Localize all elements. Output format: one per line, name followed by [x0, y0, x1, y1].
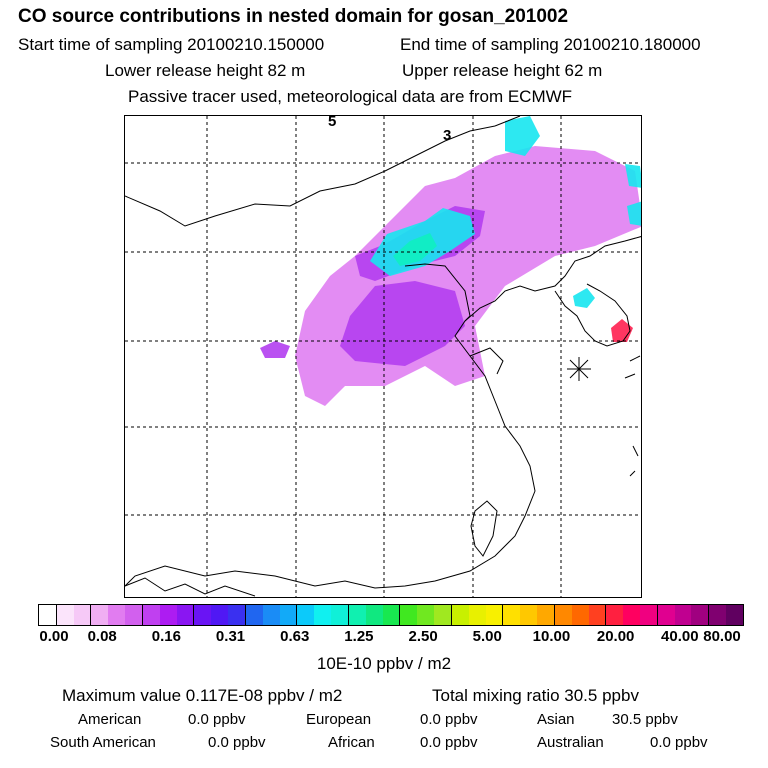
colorbar-tick-label: 0.16 — [151, 628, 181, 645]
colorbar-segment — [691, 605, 710, 625]
source-australian-value: 0.0 ppbv — [650, 734, 708, 751]
colorbar-segment — [314, 605, 332, 625]
coastlines — [125, 116, 641, 597]
plume-korea-north — [573, 288, 595, 308]
colorbar-segment — [142, 605, 160, 625]
source-australian-label: Australian — [537, 734, 604, 751]
source-american-label: American — [78, 711, 142, 728]
contour-label-3: 3 — [443, 127, 451, 144]
colorbar-segment — [382, 605, 401, 625]
receptor-marker-icon — [567, 357, 591, 381]
colorbar-segment — [176, 605, 195, 625]
start-time: Start time of sampling 20100210.150000 — [18, 35, 325, 54]
end-time: End time of sampling 20100210.180000 — [400, 35, 701, 54]
colorbar-segment — [297, 605, 315, 625]
colorbar-segment — [726, 605, 743, 625]
colorbar-tick-label: 5.00 — [472, 628, 502, 645]
colorbar-segment — [417, 605, 435, 625]
colorbar-tick-label: 0.31 — [215, 628, 246, 645]
source-african-value: 0.0 ppbv — [420, 734, 478, 751]
colorbar-segment — [571, 605, 589, 625]
colorbar-segment — [639, 605, 658, 625]
map-canvas: 5 3 — [125, 116, 641, 597]
plume-korea-south — [611, 319, 633, 342]
source-european-value: 0.0 ppbv — [420, 711, 478, 728]
colorbar-segment — [108, 605, 126, 625]
plume-core-inner — [393, 233, 437, 266]
colorbar-segment — [588, 605, 607, 625]
colorbar-segment — [39, 605, 57, 625]
colorbar-segment — [503, 605, 521, 625]
data-source-note: Passive tracer used, meteorological data… — [128, 87, 573, 106]
graticule — [125, 116, 641, 597]
colorbar-segment — [554, 605, 572, 625]
colorbar-tick-label: 40.00 — [661, 628, 699, 645]
colorbar-segment — [262, 605, 280, 625]
colorbar-tick-label: 2.50 — [408, 628, 438, 645]
source-european-label: European — [306, 711, 372, 728]
colorbar-segment — [606, 605, 624, 625]
colorbar-segment — [520, 605, 538, 625]
colorbar-segment — [365, 605, 383, 625]
colorbar-tick-label: 10.00 — [532, 628, 571, 645]
plume-northeast — [505, 116, 641, 226]
colorbar-tick-label: 0.63 — [280, 628, 310, 645]
plume-north-china — [295, 146, 641, 406]
colorbar-segment — [348, 605, 366, 625]
colorbar-segment — [657, 605, 675, 625]
colorbar-segment — [674, 605, 692, 625]
colorbar-segment — [228, 605, 246, 625]
colorbar-segment — [400, 605, 418, 625]
colorbar-tick-label: 1.25 — [344, 628, 374, 645]
figure-title: CO source contributions in nested domain… — [18, 6, 569, 27]
colorbar-segment — [73, 605, 92, 625]
source-south-american-value: 0.0 ppbv — [208, 734, 266, 751]
colorbar-segment — [537, 605, 555, 625]
source-asian-label: Asian — [537, 711, 575, 728]
colorbar-segment — [279, 605, 298, 625]
colorbar-segment — [468, 605, 486, 625]
colorbar-segment — [194, 605, 212, 625]
colorbar-unit: 10E-10 ppbv / m2 — [316, 654, 452, 673]
colorbar-segment — [245, 605, 263, 625]
total-mixing-ratio: Total mixing ratio 30.5 ppbv — [432, 686, 639, 705]
source-american-value: 0.0 ppbv — [188, 711, 246, 728]
colorbar-segment — [331, 605, 349, 625]
colorbar-segment — [91, 605, 109, 625]
maximum-value: Maximum value 0.117E-08 ppbv / m2 — [62, 686, 343, 705]
colorbar-tick-label: 20.00 — [596, 628, 635, 645]
colorbar-segment — [56, 605, 74, 625]
colorbar-segment — [125, 605, 143, 625]
plume-central-purple — [340, 281, 465, 366]
colorbar-segment — [623, 605, 640, 625]
concentration-map: 5 3 — [124, 115, 642, 598]
plume-west-blob — [260, 341, 290, 358]
contour-label-5: 5 — [328, 116, 336, 130]
colorbar-tick-label: 0.00 — [39, 628, 69, 645]
colorbar-segment — [451, 605, 469, 625]
source-asian-value: 30.5 ppbv — [612, 711, 678, 728]
source-african-label: African — [328, 734, 375, 751]
upper-release-height: Upper release height 62 m — [402, 61, 603, 80]
colorbar-tick-label: 80.00 — [703, 628, 741, 645]
plume-field — [260, 116, 641, 406]
colorbar-segment — [211, 605, 229, 625]
colorbar-tick-label: 0.08 — [87, 628, 117, 645]
colorbar-segment — [485, 605, 504, 625]
colorbar-segment — [709, 605, 727, 625]
colorbar-segment — [434, 605, 452, 625]
source-south-american-label: South American — [50, 734, 156, 751]
colorbar-segment — [159, 605, 177, 625]
colorbar — [38, 604, 744, 626]
lower-release-height: Lower release height 82 m — [105, 61, 306, 80]
